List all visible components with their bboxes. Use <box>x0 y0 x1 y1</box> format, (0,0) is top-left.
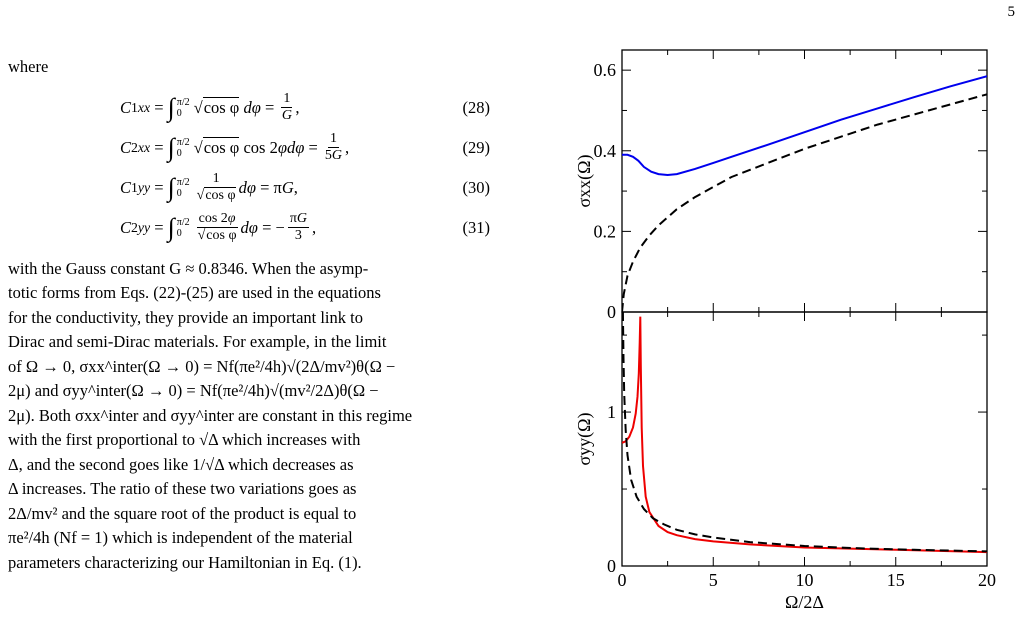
x-axis-label: Ω/2Δ <box>785 592 824 612</box>
y-axis-label: σxx(Ω) <box>574 154 595 207</box>
paragraph-line: for the conductivity, they provide an im… <box>8 307 363 327</box>
body-paragraph: with the Gauss constant G ≈ 0.8346. When… <box>8 258 496 574</box>
plot-frame <box>621 311 988 567</box>
y-tick-label: 0.2 <box>594 221 617 241</box>
conductivity-figure: 0 0.2 0.4 0.6 σxx(Ω) 0 1 σyy(Ω) 0 5 10 15 20 Ω/2Δ <box>574 49 996 612</box>
y-tick-label: 0 <box>607 556 616 576</box>
paragraph-line: Δ increases. The ratio of these two vari… <box>8 479 357 498</box>
plot-frame <box>621 49 988 313</box>
y-tick-label: 0.4 <box>594 141 617 161</box>
equation-31: C 2 yy = ∫ π/2 0 cos 2φ √cos φ dφ = − πG 3, (31… <box>120 211 491 243</box>
paragraph-line: parameters characterizing our Hamiltonia… <box>8 552 362 572</box>
equation-number: (31) <box>462 217 491 237</box>
y-tick-label: 0.6 <box>594 60 617 80</box>
paragraph-line: totic forms from Eqs. (22)-(25) are used… <box>8 283 381 302</box>
paragraph-line: 2μ) and σyy^inter(Ω → 0) = Nf(πe²/4h)√(m… <box>8 381 379 400</box>
solid-curve <box>622 316 987 554</box>
y-axis-label: σyy(Ω) <box>574 412 595 465</box>
paragraph-line: 2μ). Both σxx^inter and σyy^inter are co… <box>8 405 413 425</box>
where-word: where <box>8 57 49 76</box>
paragraph-line: πe²/4h (Nf = 1) which is independent of … <box>8 528 353 547</box>
paragraph-line: with the Gauss constant G ≈ 0.8346. When… <box>8 258 369 278</box>
y-tick-label: 0 <box>607 302 616 322</box>
page-number: 5 <box>1007 4 1016 20</box>
solid-curve <box>622 75 987 177</box>
equation-number: (28) <box>462 97 491 117</box>
equation-29: C 2 xx = ∫ π/2 0 √cos φ cos 2 φdφ = 1 5G, (29) <box>120 131 491 163</box>
paragraph-line: with the first proportional to √Δ which … <box>8 430 361 449</box>
dashed-curve <box>622 312 987 553</box>
equation-number: (30) <box>462 177 491 197</box>
x-tick-label: 10 <box>796 570 814 590</box>
x-tick-label: 15 <box>887 570 905 590</box>
equation-number: (29) <box>462 137 491 157</box>
paragraph-line: 2Δ/mv² and the square root of the produc… <box>8 503 357 523</box>
paragraph-line: Δ, and the second goes like 1/√Δ which d… <box>8 454 354 474</box>
y-tick-label: 1 <box>607 402 616 422</box>
x-tick-label: 0 <box>618 570 627 590</box>
bottom-panel: 0 1 σyy(Ω) 0 5 10 15 20 Ω/2Δ <box>574 311 996 612</box>
paragraph-line: Dirac and semi-Dirac materials. For exam… <box>8 332 387 351</box>
top-panel: 0 0.2 0.4 0.6 σxx(Ω) <box>574 49 988 322</box>
paragraph-line: of Ω → 0, σxx^inter(Ω → 0) = Nf(πe²/4h)√… <box>8 356 396 376</box>
x-tick-label: 20 <box>978 570 996 590</box>
dashed-curve <box>622 93 987 312</box>
figure: 0 0.2 0.4 0.6 σxx(Ω) 0 1 σyy(Ω) 0 5 10 15 20 Ω/2Δ <box>560 40 1015 635</box>
x-tick-label: 5 <box>709 570 718 590</box>
